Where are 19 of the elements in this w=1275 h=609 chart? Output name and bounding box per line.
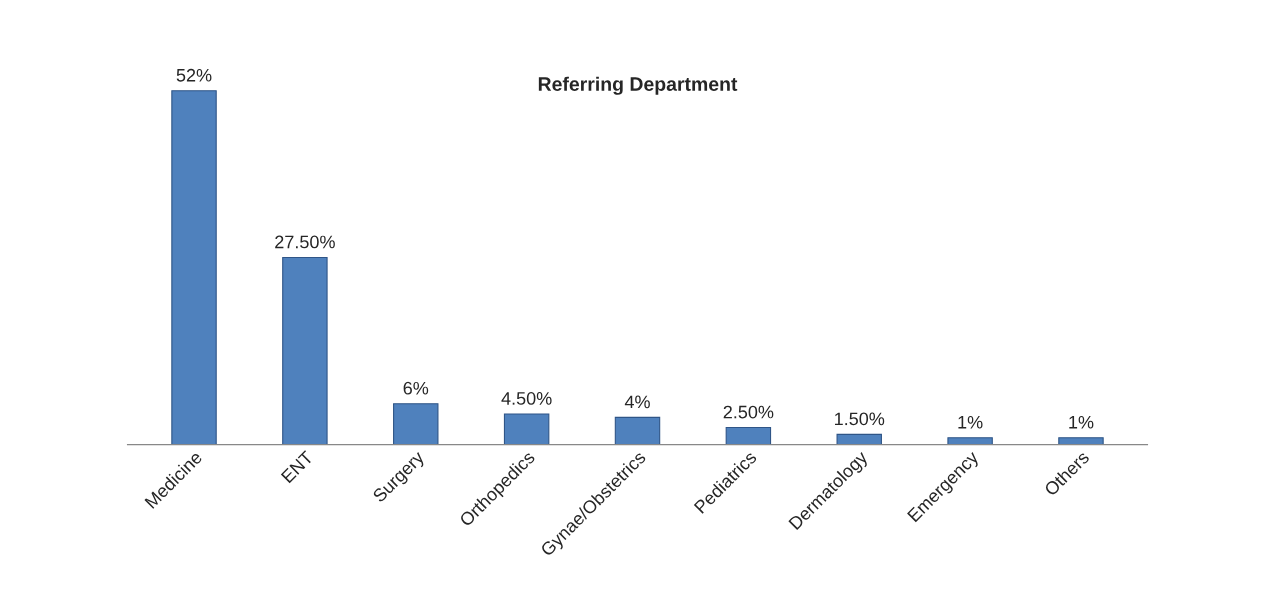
data-label: 52%: [176, 68, 212, 82]
chart-title: Referring Department: [538, 76, 738, 95]
bar: [947, 437, 993, 445]
bar: [725, 427, 772, 445]
data-label: 27.50%: [275, 235, 335, 249]
data-label: 4%: [624, 395, 650, 409]
data-label: 6%: [403, 381, 429, 395]
data-label: 4.50%: [501, 392, 552, 405]
data-label: 2.50%: [723, 405, 774, 419]
bar: [282, 256, 328, 445]
data-label: 1%: [1069, 415, 1094, 429]
bar: [614, 416, 661, 445]
bar: [393, 403, 439, 445]
data-label: 1.50%: [835, 412, 885, 426]
bar: [1058, 437, 1104, 445]
bar: [503, 413, 550, 445]
data-label: 1%: [958, 415, 983, 429]
bar: [836, 433, 882, 445]
bar: [171, 90, 217, 445]
